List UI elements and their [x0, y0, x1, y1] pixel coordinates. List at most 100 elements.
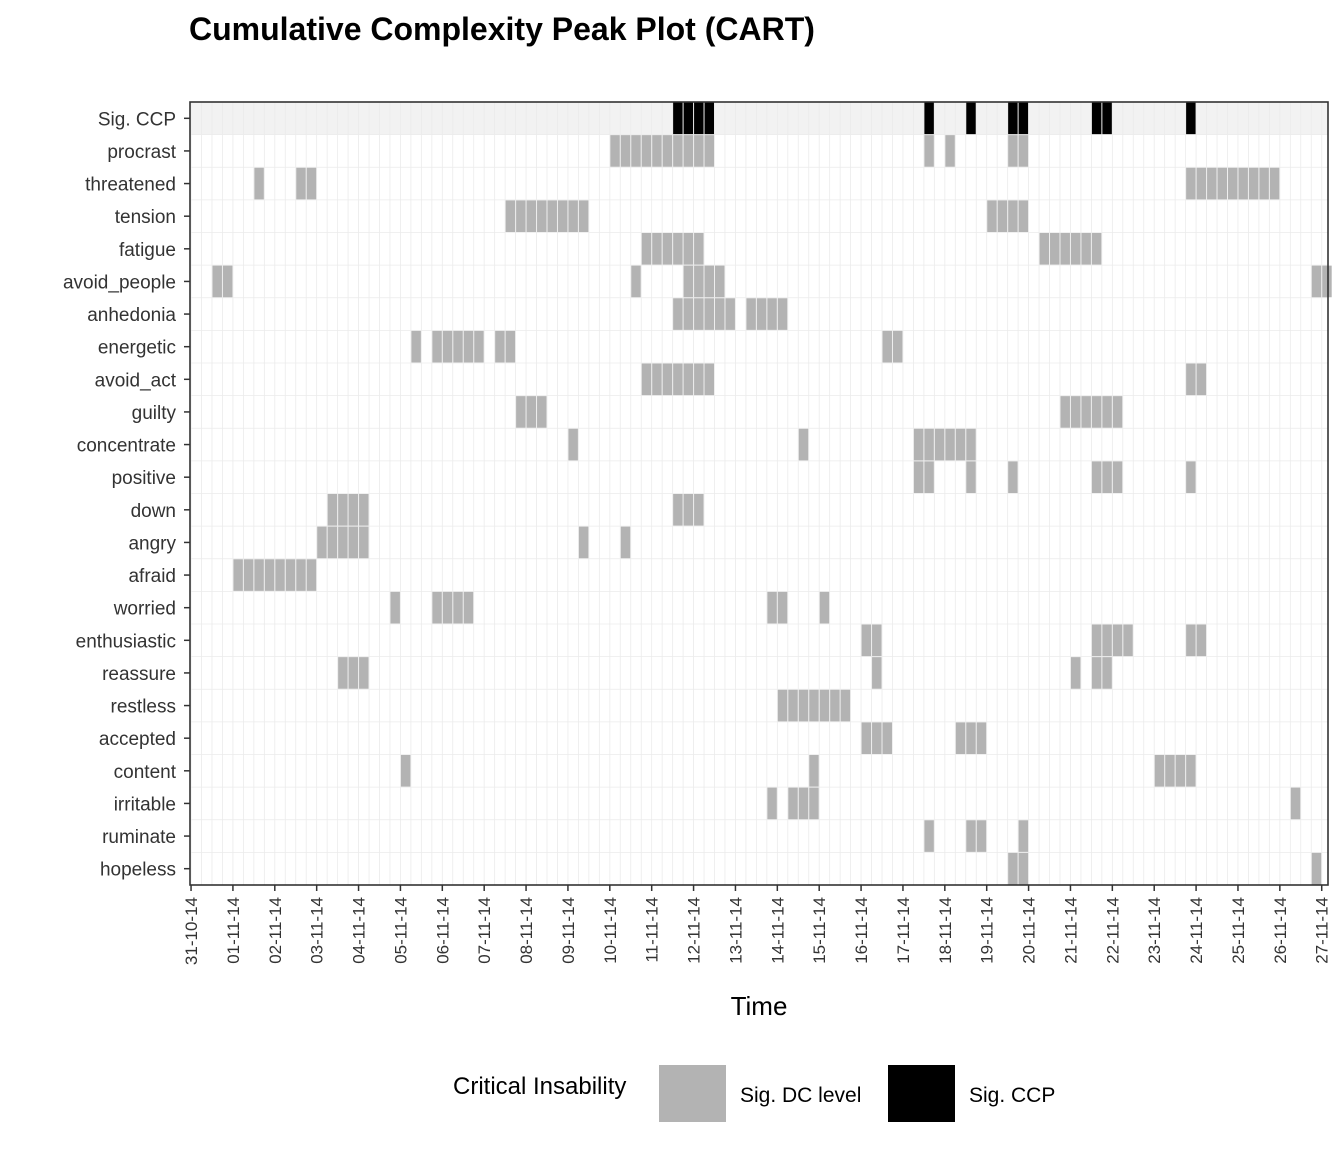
dc-cell [934, 428, 945, 461]
dc-cell [578, 526, 589, 559]
dc-cell [359, 494, 369, 526]
dc-cell [1060, 396, 1070, 428]
dc-cell [997, 200, 1008, 232]
dc-cell [526, 200, 537, 232]
dc-cell [505, 200, 516, 232]
dc-cell [683, 233, 694, 265]
dc-cell [411, 330, 421, 363]
dc-cell [725, 298, 735, 330]
dc-cell [1238, 167, 1248, 200]
grid-lines [190, 102, 1328, 885]
heatmap-cells [212, 102, 1332, 885]
dc-cell [296, 559, 306, 591]
dc-cell [840, 689, 851, 722]
dc-cell [809, 787, 819, 820]
dc-cell [327, 494, 338, 526]
dc-cell [662, 135, 673, 167]
y-tick-label: restless [111, 697, 176, 718]
y-tick-label: enthusiastic [76, 631, 176, 652]
dc-cell [243, 559, 254, 591]
x-tick-label: 31-10-14 [182, 897, 201, 965]
dc-cell [1091, 396, 1102, 428]
dc-cell [746, 298, 756, 330]
dc-cell [966, 461, 976, 493]
dc-cell [683, 298, 694, 330]
y-tick-label: avoid_act [95, 370, 177, 391]
dc-cell [683, 363, 694, 396]
y-tick-label: reassure [102, 664, 176, 685]
dc-cell [892, 330, 903, 363]
dc-cell [516, 396, 526, 428]
x-tick-label: 21-11-14 [1061, 897, 1080, 964]
dc-cell [400, 755, 411, 787]
dc-cell [715, 265, 725, 298]
x-tick-label: 23-11-14 [1145, 897, 1164, 964]
dc-cell [673, 135, 683, 167]
dc-cell [673, 494, 683, 526]
dc-cell [1290, 787, 1301, 820]
legend-swatch-dc [659, 1065, 726, 1122]
dc-cell [526, 396, 537, 428]
dc-cell [505, 330, 516, 363]
x-tick-label: 09-11-14 [559, 897, 578, 964]
ccp-cell [1008, 102, 1018, 135]
dc-cell [872, 722, 882, 754]
dc-cell [1207, 167, 1217, 200]
x-tick-label: 06-11-14 [433, 897, 452, 964]
y-tick-label: tension [115, 207, 176, 228]
x-tick-label: 14-11-14 [768, 897, 787, 964]
y-tick-label: threatened [85, 175, 176, 196]
dc-cell [1154, 755, 1165, 787]
y-tick-label: afraid [128, 566, 176, 587]
dc-cell [495, 330, 505, 363]
legend-label-ccp: Sig. CCP [969, 1084, 1055, 1107]
dc-cell [1217, 167, 1227, 200]
plot-background [190, 102, 1328, 135]
dc-cell [788, 689, 798, 722]
dc-cell [913, 428, 924, 461]
dc-cell [1175, 755, 1186, 787]
chart-title: Cumulative Complexity Peak Plot (CART) [189, 11, 815, 47]
dc-cell [1039, 233, 1050, 265]
dc-cell [673, 363, 683, 396]
y-tick-label: accepted [99, 729, 176, 750]
dc-cell [547, 200, 557, 232]
dc-cell [913, 461, 924, 493]
dc-cell [641, 233, 652, 265]
dc-cell [798, 787, 809, 820]
dc-cell [882, 330, 892, 363]
x-tick-label: 03-11-14 [308, 897, 327, 964]
dc-cell [1311, 852, 1322, 885]
dc-cell [1196, 363, 1207, 396]
dc-cell [1196, 624, 1207, 657]
x-tick-label: 17-11-14 [894, 897, 913, 964]
dc-cell [966, 722, 976, 754]
dc-cell [683, 135, 694, 167]
x-tick-label: 22-11-14 [1103, 897, 1122, 964]
dc-cell [924, 135, 934, 167]
dc-cell [306, 559, 317, 591]
dc-cell [1008, 852, 1018, 885]
dc-cell [861, 624, 872, 657]
dc-cell [1269, 167, 1280, 200]
dc-cell [1008, 135, 1018, 167]
dc-cell [809, 755, 819, 787]
dc-cell [453, 591, 463, 624]
dc-cell [233, 559, 243, 591]
dc-cell [275, 559, 285, 591]
dc-cell [966, 428, 976, 461]
dc-cell [641, 363, 652, 396]
x-tick-label: 27-11-14 [1313, 897, 1332, 964]
x-tick-label: 10-11-14 [601, 897, 620, 964]
dc-cell [872, 657, 882, 689]
dc-cell [966, 820, 976, 852]
ccp-cell [1102, 102, 1112, 135]
dc-cell [955, 722, 966, 754]
y-tick-label: positive [112, 468, 176, 489]
dc-cell [327, 526, 338, 559]
dc-cell [338, 494, 348, 526]
ccp-cell [683, 102, 694, 135]
x-tick-label: 26-11-14 [1271, 897, 1290, 964]
dc-cell [882, 722, 892, 754]
dc-cell [453, 330, 463, 363]
